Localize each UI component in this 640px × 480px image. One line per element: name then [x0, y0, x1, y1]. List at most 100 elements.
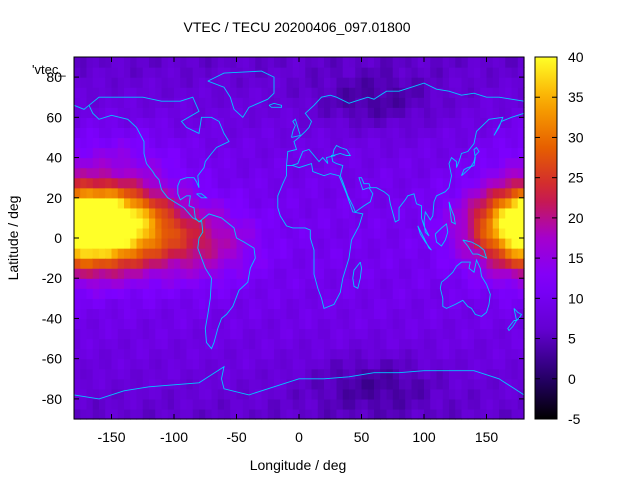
heatmap-cell: [317, 408, 325, 420]
heatmap-cell: [167, 217, 175, 229]
heatmap-cell: [105, 388, 113, 400]
heatmap-cell: [436, 197, 444, 209]
heatmap-cell: [455, 67, 463, 78]
heatmap-cell: [211, 57, 219, 68]
heatmap-cell: [505, 278, 513, 289]
heatmap-cell: [305, 248, 313, 259]
heatmap-cell: [436, 288, 444, 299]
heatmap-cell: [99, 388, 106, 400]
heatmap-cell: [436, 187, 444, 199]
heatmap-cell: [511, 147, 519, 159]
heatmap-cell: [455, 137, 463, 149]
heatmap-cell: [380, 77, 388, 88]
heatmap-cell: [99, 368, 106, 380]
heatmap-cell: [267, 238, 275, 249]
heatmap-cell: [117, 147, 125, 159]
heatmap-cell: [167, 137, 175, 149]
heatmap-cell: [217, 227, 225, 239]
heatmap-cell: [130, 298, 138, 309]
heatmap-cell: [267, 127, 275, 139]
heatmap-cell: [436, 117, 444, 128]
heatmap-cell: [205, 137, 213, 149]
heatmap-cell: [292, 87, 300, 98]
heatmap-cell: [205, 258, 213, 269]
heatmap-cell: [336, 57, 344, 68]
heatmap-cell: [436, 298, 444, 309]
heatmap-cell: [374, 388, 381, 400]
heatmap-cell: [261, 177, 269, 189]
heatmap-cell: [267, 298, 275, 309]
heatmap-cell: [424, 388, 431, 400]
heatmap-cell: [174, 338, 181, 350]
heatmap-cell: [205, 408, 213, 420]
heatmap-cell: [505, 177, 513, 189]
heatmap-cell: [267, 227, 275, 239]
heatmap-cell: [411, 77, 419, 88]
heatmap-cell: [224, 368, 231, 380]
heatmap-cell: [99, 268, 106, 279]
heatmap-cell: [405, 278, 413, 289]
heatmap-cell: [167, 187, 175, 199]
heatmap-cell: [405, 398, 413, 410]
heatmap-cell: [517, 338, 525, 350]
heatmap-cell: [136, 167, 144, 179]
heatmap-cell: [186, 87, 194, 98]
heatmap-cell: [474, 227, 481, 239]
heatmap-cell: [405, 157, 413, 169]
heatmap-cell: [511, 77, 519, 88]
heatmap-cell: [430, 238, 438, 249]
heatmap-cell: [461, 368, 469, 380]
heatmap-cell: [74, 388, 81, 400]
heatmap-cell: [367, 167, 375, 179]
heatmap-cell: [186, 308, 194, 320]
heatmap-cell: [180, 207, 188, 219]
heatmap-cell: [255, 107, 263, 118]
heatmap-cell: [486, 97, 494, 108]
heatmap-cell: [517, 147, 525, 159]
heatmap-cell: [92, 217, 100, 229]
heatmap-cell: [367, 227, 375, 239]
heatmap-cell: [455, 77, 463, 88]
heatmap-cell: [192, 238, 200, 249]
heatmap-cell: [249, 227, 256, 239]
heatmap-cell: [336, 187, 344, 199]
heatmap-cell: [261, 187, 269, 199]
heatmap-cell: [342, 248, 350, 259]
heatmap-cell: [186, 268, 194, 279]
heatmap-cell: [192, 318, 200, 330]
heatmap-cell: [261, 97, 269, 108]
heatmap-cell: [249, 127, 256, 139]
heatmap-cell: [467, 318, 475, 330]
heatmap-cell: [424, 348, 431, 360]
heatmap-cell: [442, 57, 450, 68]
heatmap-cell: [180, 147, 188, 159]
heatmap-cell: [86, 318, 94, 330]
heatmap-cell: [124, 318, 131, 330]
heatmap-cell: [167, 197, 175, 209]
heatmap-cell: [261, 328, 269, 340]
heatmap-cell: [105, 358, 113, 370]
heatmap-cell: [274, 258, 281, 269]
heatmap-cell: [242, 177, 250, 189]
heatmap-cell: [74, 308, 81, 320]
heatmap-cell: [311, 177, 319, 189]
heatmap-cell: [74, 338, 81, 350]
coastline-segment: [73, 365, 525, 400]
heatmap-cell: [436, 378, 444, 390]
heatmap-cell: [486, 207, 494, 219]
heatmap-cell: [336, 117, 344, 128]
heatmap-cell: [455, 227, 463, 239]
heatmap-cell: [124, 378, 131, 390]
heatmap-cell: [261, 137, 269, 149]
heatmap-cell: [342, 127, 350, 139]
heatmap-cell: [399, 217, 406, 229]
heatmap-cell: [317, 328, 325, 340]
heatmap-cell: [130, 328, 138, 340]
heatmap-cell: [161, 348, 169, 360]
heatmap-cell: [111, 368, 119, 380]
heatmap-cell: [474, 177, 481, 189]
heatmap-cell: [117, 197, 125, 209]
heatmap-cell: [224, 318, 231, 330]
heatmap-cell: [399, 57, 406, 68]
heatmap-cell: [286, 288, 294, 299]
